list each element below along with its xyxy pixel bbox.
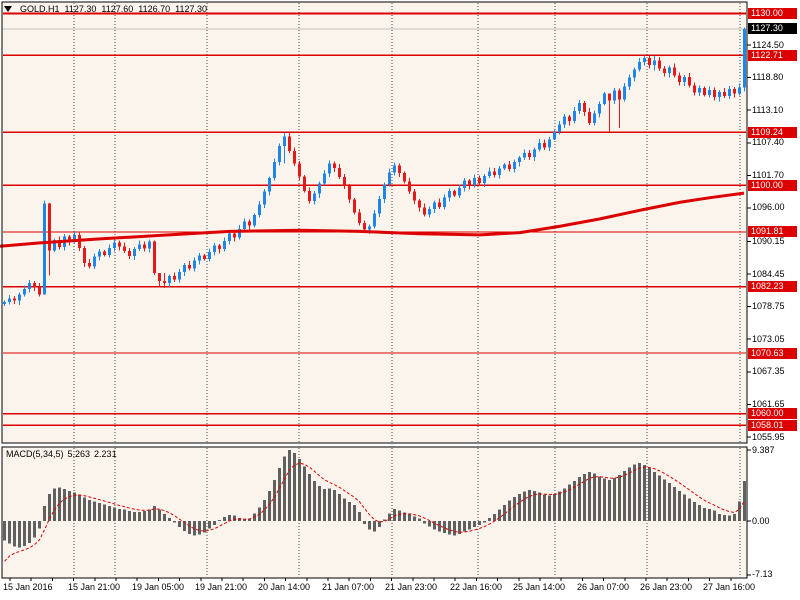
time-axis-label: 22 Jan 16:00 [450, 582, 503, 592]
symbol-label: GOLD.H1 [20, 4, 60, 14]
time-axis-label: 26 Jan 23:00 [640, 582, 693, 592]
price-level-badge: 1122.71 [748, 49, 797, 61]
price-tick-label: 1107.40 [752, 137, 784, 148]
quote-close: 1127.30 [175, 4, 208, 14]
quote-high: 1127.60 [101, 4, 134, 14]
macd-name: MACD(5,34,5) [6, 449, 64, 459]
quote-open: 1127.30 [64, 4, 97, 14]
time-axis-label: 21 Jan 23:00 [385, 582, 438, 592]
price-tick-label: 1067.35 [752, 366, 785, 377]
price-level-badge: 1100.00 [748, 179, 797, 191]
symbol-dropdown-icon[interactable] [4, 6, 12, 12]
price-tick-label: 1073.05 [752, 333, 785, 344]
quote-bar: GOLD.H1 1127.30 1127.60 1126.70 1127.30 [4, 4, 207, 14]
current-price-badge: 1127.30 [748, 23, 797, 35]
price-tick-label: 1124.50 [752, 39, 784, 50]
price-level-badge: 1130.00 [748, 8, 797, 20]
price-tick-label: 1096.00 [752, 202, 785, 213]
price-level-badge: 1082.23 [748, 281, 797, 293]
macd-axis-label: 9.387 [752, 444, 775, 455]
price-level-badge: 1070.63 [748, 347, 797, 359]
time-axis-label: 20 Jan 14:00 [258, 582, 311, 592]
price-level-badge: 1091.81 [748, 226, 797, 238]
time-axis-label: 26 Jan 07:00 [577, 582, 630, 592]
price-tick-label: 1084.45 [752, 268, 785, 279]
price-tick-label: 1118.80 [752, 72, 784, 83]
time-axis-label: 19 Jan 21:00 [195, 582, 248, 592]
price-level-badge: 1109.24 [748, 126, 797, 138]
macd-axis-label: 0.00 [752, 515, 770, 526]
time-axis-label: 19 Jan 05:00 [132, 582, 185, 592]
price-tick-label: 1090.15 [752, 235, 785, 246]
price-level-badge: 1060.00 [748, 408, 797, 420]
time-axis-label: 21 Jan 07:00 [322, 582, 375, 592]
time-axis-label: 25 Jan 14:00 [513, 582, 566, 592]
macd-axis-label: -7.13 [752, 569, 773, 580]
macd-value: 5.263 [67, 449, 91, 459]
macd-indicator-label: MACD(5,34,5) 5.263 2.231 [6, 449, 117, 459]
price-tick-label: 1113.10 [752, 104, 784, 115]
time-axis-label: 27 Jan 16:00 [703, 582, 756, 592]
price-tick-label: 1101.70 [752, 169, 784, 180]
quote-low: 1126.70 [138, 4, 171, 14]
price-tick-label: 1078.75 [752, 301, 785, 312]
macd-signal-value: 2.231 [94, 449, 117, 459]
price-tick-label: 1061.65 [752, 398, 785, 409]
price-level-badge: 1058.01 [748, 419, 797, 431]
time-axis-label: 15 Jan 2016 [3, 582, 53, 592]
price-tick-label: 1055.95 [752, 431, 785, 442]
time-axis-label: 15 Jan 21:00 [68, 582, 121, 592]
